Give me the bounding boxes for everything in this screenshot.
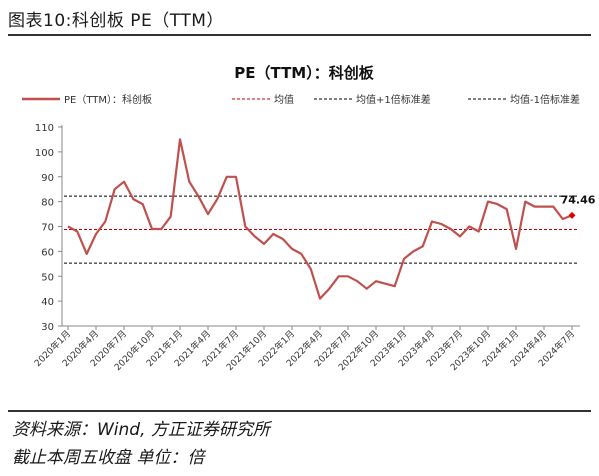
header-rule [8,34,591,36]
reference-lines [64,195,578,264]
legend-label-1: PE（TTM）：科创板 [64,93,152,106]
y-tick-label: 80 [41,198,54,209]
legend-label-4: 均值-1倍标准差 [510,93,580,106]
y-tick-label: 30 [41,322,54,333]
chart-axes: 304050607080901001102020年1月2020年4月2020年7… [32,123,580,373]
y-tick-label: 60 [41,247,54,258]
pe-series-line [67,138,573,300]
chart-title: PE（TTM）：科创板 [234,64,374,82]
latest-point-marker [568,211,576,219]
annotation-layer: 74.46 [561,193,596,219]
pe-line-chart: PE（TTM）：科创板 PE（TTM）：科创板 均值 均值+1倍标准差 均值-1倍标准… [22,64,596,373]
footer-rule [8,410,591,412]
y-tick-label: 90 [41,173,54,184]
legend-label-3: 均值+1倍标准差 [356,93,431,106]
figure-title: 图表10:科创板 PE（TTM） [8,11,224,31]
source-note: 资料来源：Wind, 方正证券研究所 [12,420,270,440]
latest-value-label: 74.46 [561,193,596,206]
y-tick-label: 110 [35,123,54,134]
y-tick-label: 40 [41,297,54,308]
y-tick-label: 70 [41,223,54,234]
y-tick-label: 50 [41,272,54,283]
unit-note: 截止本周五收盘 单位：倍 [12,448,205,468]
chart-legend: PE（TTM）：科创板 均值 均值+1倍标准差 均值-1倍标准差 [22,93,580,106]
legend-label-2: 均值 [274,93,294,106]
series-layer [67,138,573,300]
y-tick-label: 100 [35,148,54,159]
